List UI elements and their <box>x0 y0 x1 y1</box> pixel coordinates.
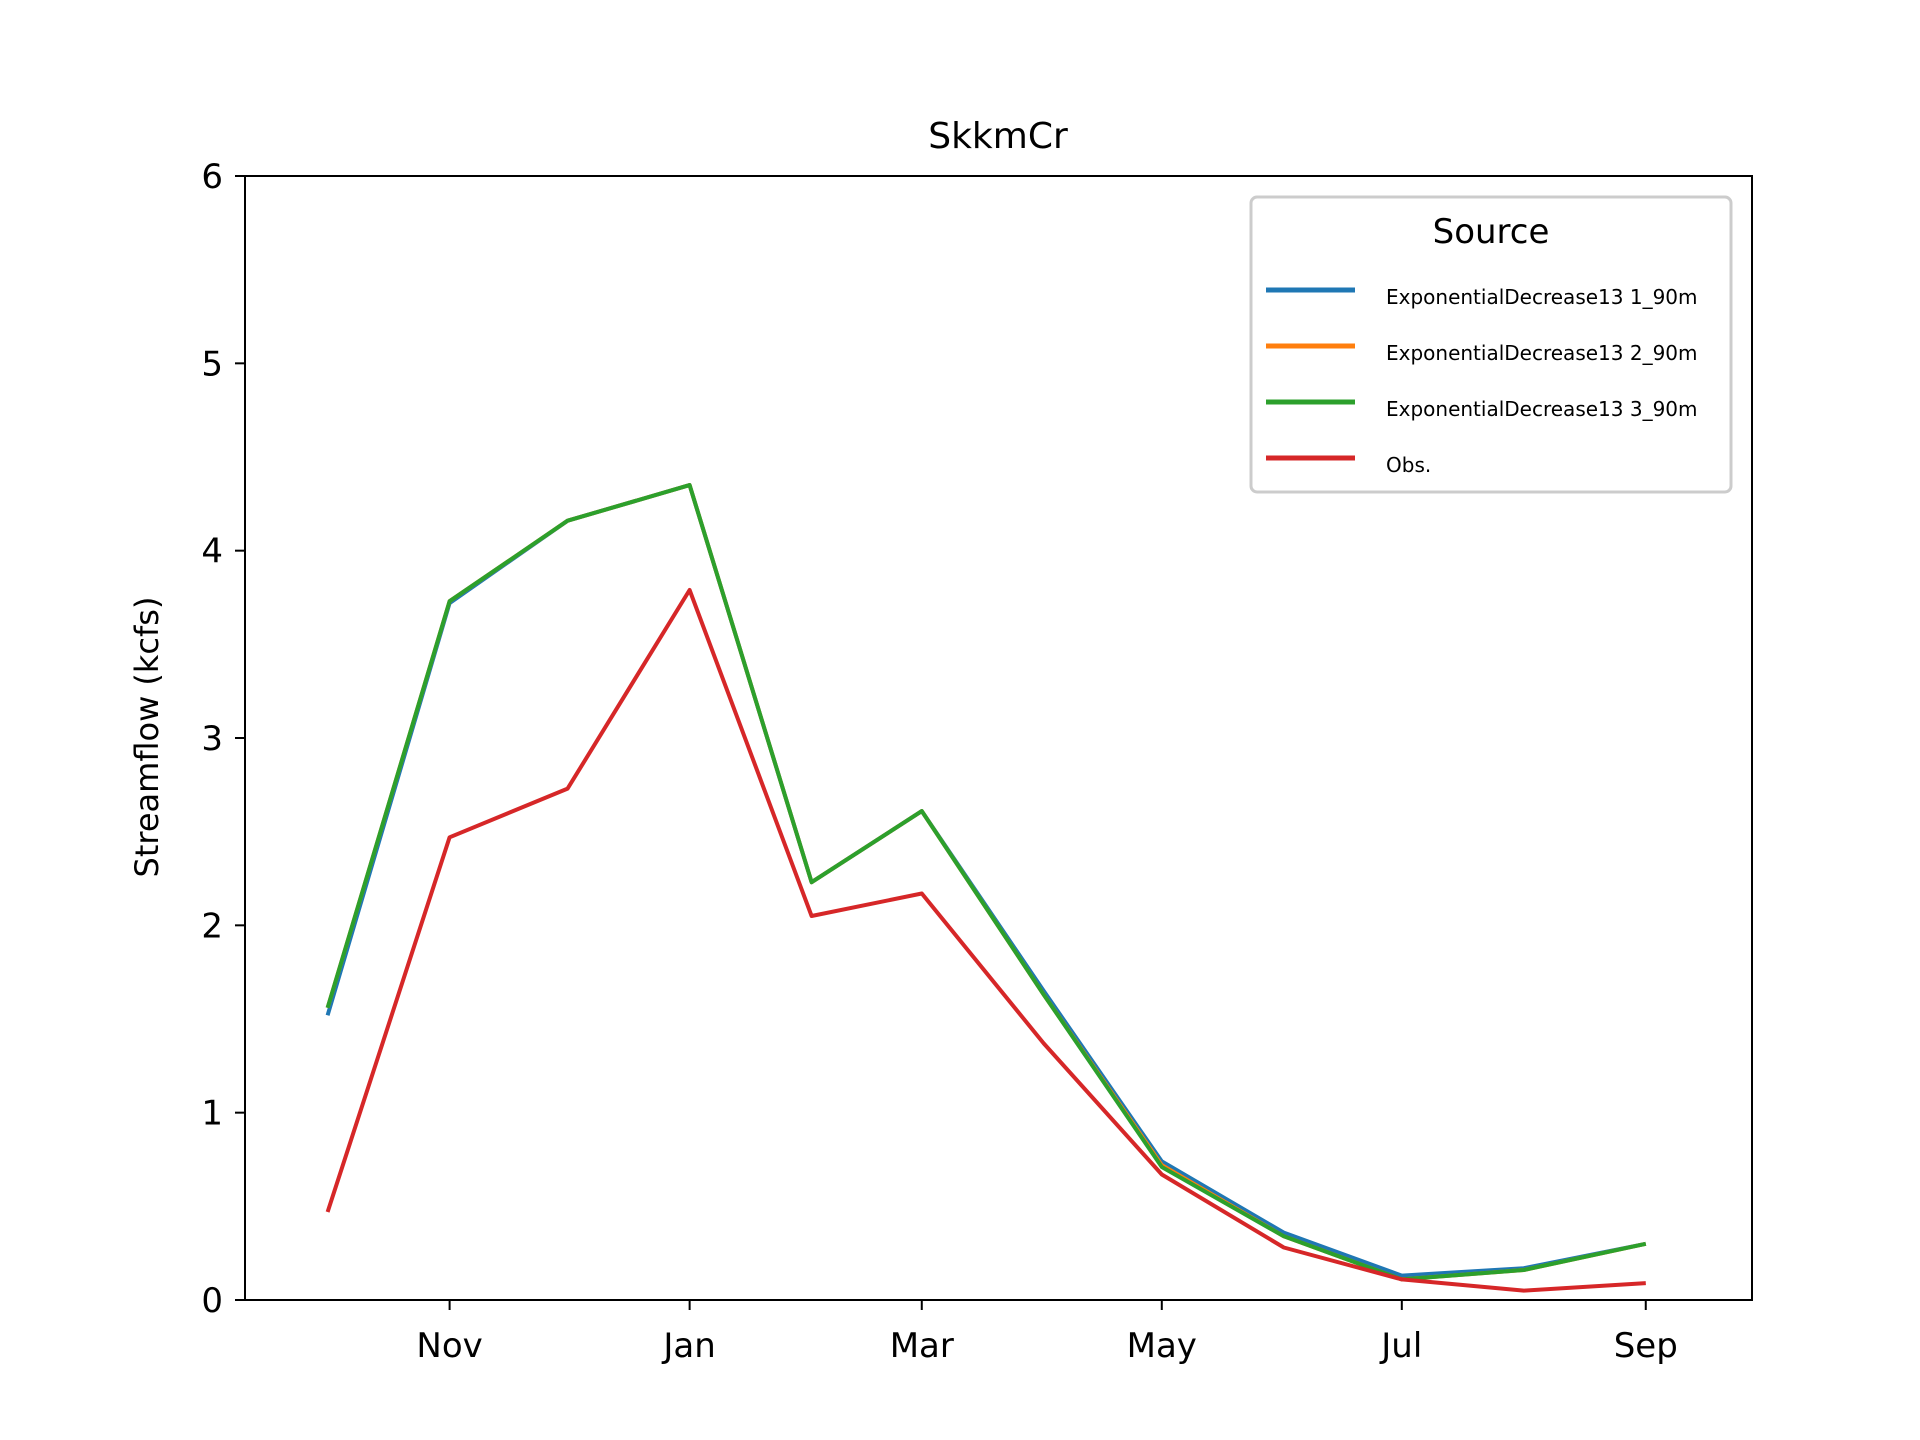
series-lines <box>325 483 1647 1293</box>
y-axis-label: Streamflow (kcfs) <box>128 597 166 878</box>
series-line-4 <box>325 588 1646 1293</box>
chart-title: SkkmCr <box>928 116 1068 157</box>
x-tick-label: Jan <box>661 1326 715 1366</box>
y-tick-label: 2 <box>201 906 223 946</box>
x-tick-label: Nov <box>416 1326 482 1366</box>
legend: Source ExponentialDecrease13 1_90mExpone… <box>1249 195 1733 494</box>
y-tick-label: 3 <box>201 719 223 759</box>
legend-box <box>1249 195 1733 494</box>
y-tick-label: 6 <box>201 157 223 197</box>
y-tick-label: 0 <box>201 1281 223 1321</box>
legend-entry-label: ExponentialDecrease13 2_90m <box>1386 341 1698 365</box>
legend-entry-label: ExponentialDecrease13 3_90m <box>1386 397 1698 421</box>
legend-items: ExponentialDecrease13 1_90m ExponentialDe… <box>1266 285 1698 477</box>
x-axis-ticks: Nov Jan Mar May Jul Sep <box>416 1300 1678 1366</box>
y-tick-label: 4 <box>201 532 223 572</box>
y-axis-ticks: 0 1 2 3 4 5 6 <box>201 157 245 1321</box>
series-line-3 <box>325 483 1647 1282</box>
legend-entry-label: Obs. <box>1386 453 1431 477</box>
y-tick-label: 5 <box>201 344 223 384</box>
y-tick-label: 1 <box>201 1094 223 1134</box>
plot-area: 0 1 2 3 4 5 6 Nov Jan Mar May Jul Sep <box>201 157 1753 1366</box>
x-tick-label: May <box>1127 1326 1197 1366</box>
x-tick-label: Mar <box>890 1326 954 1366</box>
legend-entry-label: ExponentialDecrease13 1_90m <box>1386 285 1698 309</box>
legend-title: Source <box>1433 212 1550 252</box>
x-tick-label: Jul <box>1379 1326 1422 1366</box>
x-tick-label: Sep <box>1614 1326 1678 1366</box>
